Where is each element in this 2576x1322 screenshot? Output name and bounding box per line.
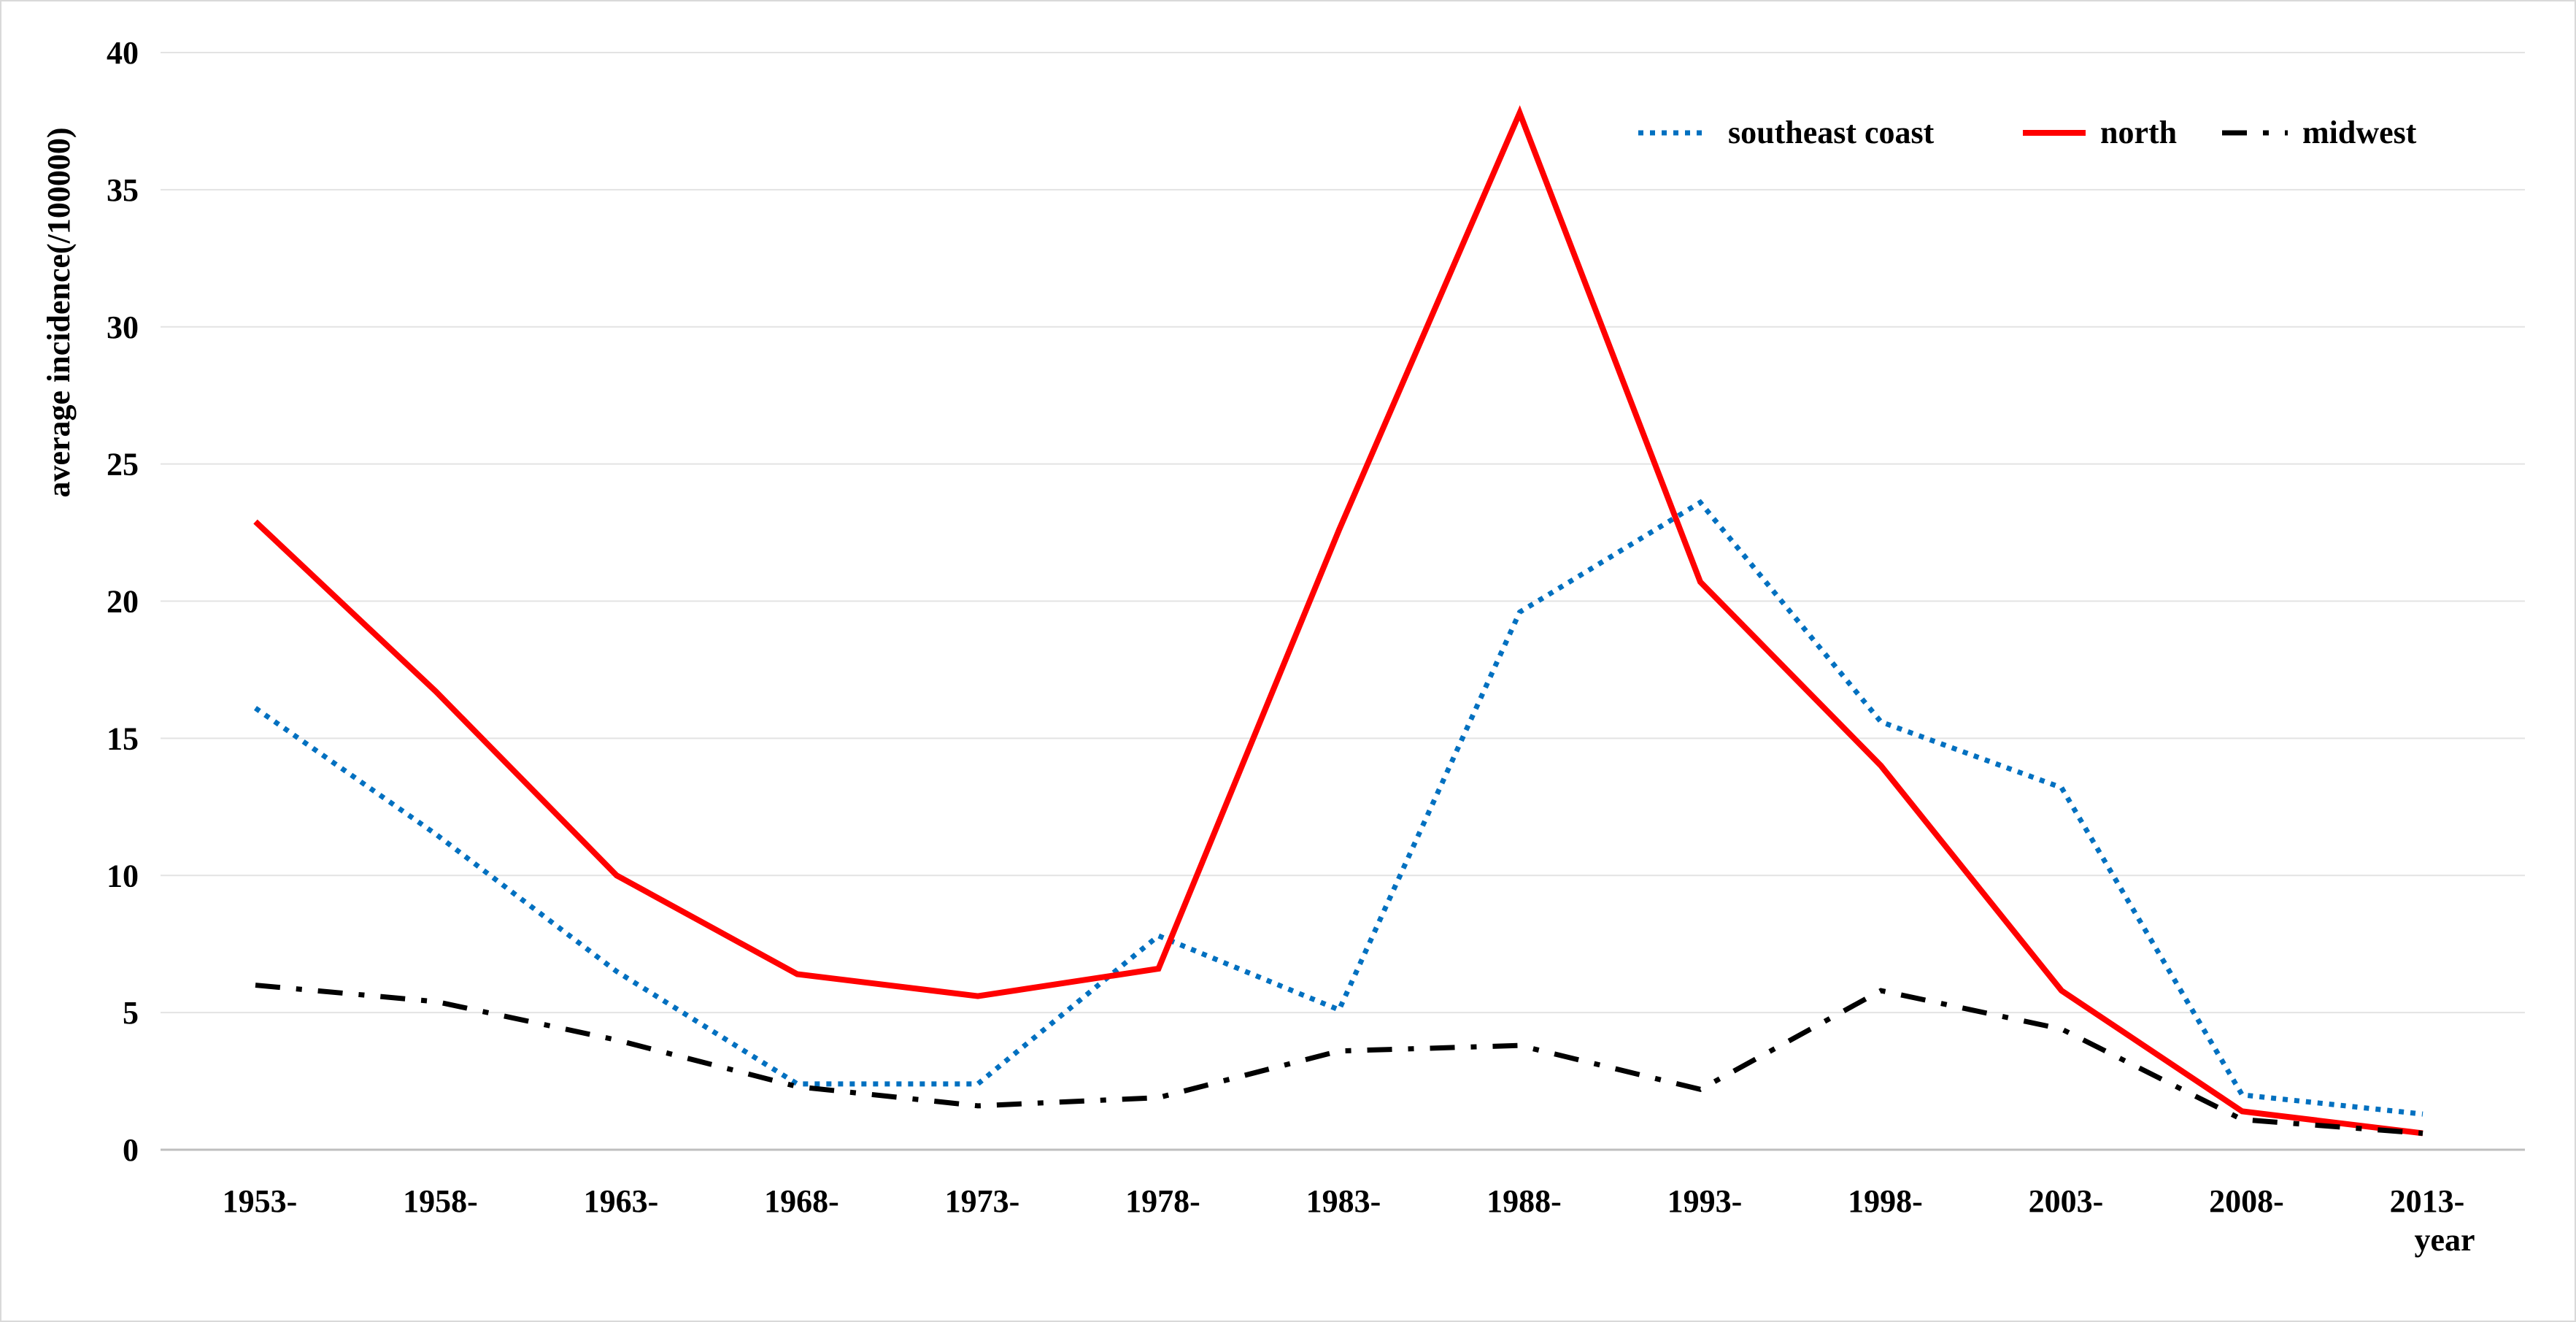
x-tick-label: 2013- [2390,1183,2465,1219]
x-tick-label: 2008- [2209,1183,2284,1219]
data-point-southeast-coast [252,705,258,711]
gridlines [161,52,2525,1014]
x-tick-label: 1958- [403,1183,478,1219]
data-point-north [1517,110,1523,116]
y-tick-label: 40 [107,35,139,71]
data-point-midwest [614,1037,620,1043]
data-point-north [1156,966,1162,972]
x-tick-label: 1978- [1125,1183,1200,1219]
y-tick-label: 20 [107,584,139,620]
x-tick-label: 1998- [1848,1183,1923,1219]
x-tick-label: 1953- [223,1183,298,1219]
y-tick-label: 5 [123,995,139,1031]
data-point-north [614,872,620,878]
data-point-southeast-coast [975,1081,981,1087]
data-point-midwest [1878,988,1884,994]
data-point-southeast-coast [1156,933,1162,939]
data-point-midwest [2420,1130,2426,1136]
data-point-southeast-coast [2059,785,2064,791]
data-point-midwest [433,999,439,1004]
y-tick-label: 30 [107,310,139,345]
y-tick-labels: 0 5 10 15 20 25 30 35 40 [107,35,139,1168]
data-point-midwest [1517,1042,1523,1048]
data-point-north [1697,579,1703,585]
data-point-southeast-coast [614,969,620,975]
x-axis-label: year [2414,1222,2475,1258]
data-point-southeast-coast [1878,719,1884,725]
data-point-north [1336,527,1342,533]
data-point-southeast-coast [433,831,439,837]
data-point-north [795,972,801,977]
data-point-midwest [252,983,258,988]
x-tick-label: 1988- [1486,1183,1562,1219]
series-line-north [253,105,2423,1137]
data-point-north [1878,763,1884,769]
data-point-southeast-coast [2420,1111,2426,1117]
y-axis-label: average incidence(/100000) [41,127,77,497]
data-point-north [433,688,439,694]
x-tick-label: 1968- [764,1183,839,1219]
data-point-southeast-coast [2240,1092,2245,1098]
x-tick-label: 1993- [1667,1183,1743,1219]
x-tick-label: 1963- [584,1183,659,1219]
data-point-midwest [2240,1117,2245,1123]
data-point-north [2240,1108,2245,1114]
data-point-midwest [975,1103,981,1109]
data-point-midwest [1697,1086,1703,1092]
y-tick-label: 15 [107,720,139,756]
data-point-midwest [2059,1026,2064,1032]
x-tick-label: 2003- [2029,1183,2104,1219]
x-tick-label: 1983- [1306,1183,1381,1219]
legend-label-midwest: midwest [2302,115,2417,150]
data-point-midwest [795,1084,801,1090]
legend-label-southeast-coast: southeast coast [1728,115,1935,150]
y-tick-label: 35 [107,172,139,208]
data-point-north [2059,988,2064,994]
data-point-north [975,994,981,999]
data-point-southeast-coast [1697,499,1703,505]
series-lines [252,105,2426,1137]
data-point-north [252,519,258,525]
data-point-southeast-coast [1517,610,1523,615]
data-point-midwest [1156,1095,1162,1101]
legend-label-north: north [2100,115,2177,150]
x-tick-labels: 1953- 1958- 1963- 1968- 1973- 1978- 1983- 1988-… [223,1183,2465,1219]
y-tick-label: 25 [107,447,139,483]
x-tick-label: 1973- [945,1183,1020,1219]
y-tick-label: 0 [123,1132,139,1168]
series-line-southeast-coast [253,499,2423,1117]
legend: southeast coast north midwest [1638,115,2417,150]
data-point-southeast-coast [1336,1007,1342,1012]
data-point-midwest [1336,1048,1342,1054]
y-tick-label: 10 [107,858,139,893]
